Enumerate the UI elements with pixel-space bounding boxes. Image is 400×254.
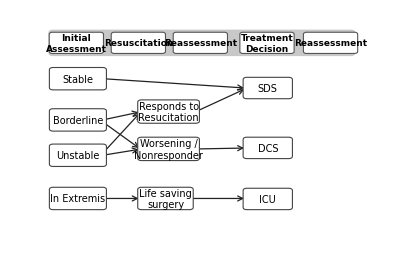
Text: Unstable: Unstable (56, 151, 100, 161)
Text: SDS: SDS (258, 84, 278, 94)
FancyBboxPatch shape (304, 33, 358, 54)
FancyBboxPatch shape (49, 33, 104, 54)
Text: Reassessment: Reassessment (294, 39, 367, 48)
Text: Stable: Stable (62, 74, 94, 84)
Text: ICU: ICU (259, 194, 276, 204)
Text: Initial
Assessment: Initial Assessment (46, 34, 107, 53)
FancyBboxPatch shape (240, 33, 294, 54)
FancyBboxPatch shape (49, 109, 106, 132)
FancyBboxPatch shape (49, 145, 106, 167)
FancyBboxPatch shape (111, 33, 166, 54)
Text: Life saving
surgery: Life saving surgery (139, 188, 192, 210)
Text: Resuscitation: Resuscitation (104, 39, 173, 48)
FancyBboxPatch shape (49, 68, 106, 90)
Text: Responds to
Resucitation: Responds to Resucitation (138, 101, 199, 123)
FancyBboxPatch shape (49, 187, 106, 210)
Text: Worsening /
Nonresponder: Worsening / Nonresponder (134, 138, 203, 160)
FancyBboxPatch shape (138, 138, 200, 161)
Text: Treatment
Decision: Treatment Decision (241, 34, 293, 53)
FancyBboxPatch shape (48, 30, 355, 57)
Text: Reassessment: Reassessment (164, 39, 237, 48)
Text: DCS: DCS (258, 143, 278, 153)
FancyBboxPatch shape (138, 101, 200, 124)
FancyBboxPatch shape (243, 78, 292, 99)
FancyBboxPatch shape (173, 33, 228, 54)
Text: Borderline: Borderline (53, 116, 103, 125)
FancyBboxPatch shape (243, 138, 292, 159)
Text: In Extremis: In Extremis (50, 194, 106, 204)
FancyBboxPatch shape (243, 188, 292, 210)
FancyBboxPatch shape (138, 187, 193, 210)
